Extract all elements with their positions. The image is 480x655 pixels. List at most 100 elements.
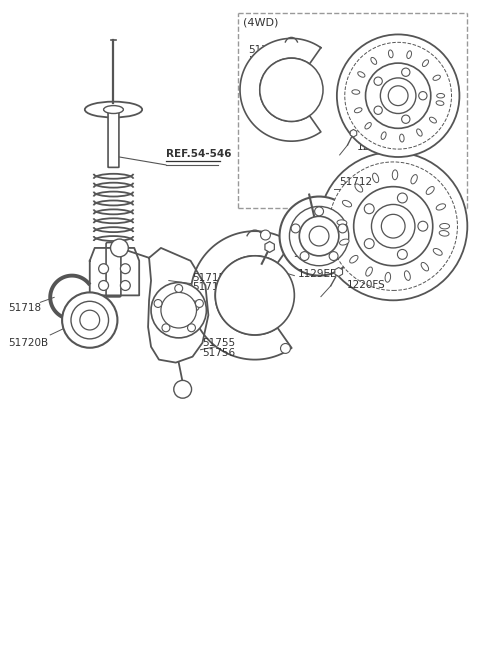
- Ellipse shape: [433, 248, 442, 255]
- Circle shape: [161, 292, 196, 328]
- Circle shape: [279, 196, 359, 276]
- Circle shape: [388, 86, 408, 105]
- Polygon shape: [191, 231, 292, 360]
- Circle shape: [120, 264, 130, 274]
- Text: 1129ED: 1129ED: [297, 269, 338, 278]
- Text: 51756: 51756: [203, 348, 236, 358]
- Ellipse shape: [421, 263, 429, 271]
- Text: 51712: 51712: [339, 177, 372, 187]
- Circle shape: [366, 63, 431, 128]
- Circle shape: [319, 152, 468, 301]
- Ellipse shape: [440, 223, 450, 229]
- Circle shape: [397, 250, 408, 259]
- Ellipse shape: [337, 220, 347, 225]
- Text: 1220FS: 1220FS: [347, 280, 385, 290]
- Ellipse shape: [339, 239, 349, 245]
- Circle shape: [374, 77, 382, 85]
- Circle shape: [338, 224, 347, 233]
- Ellipse shape: [366, 267, 372, 276]
- Ellipse shape: [392, 170, 398, 179]
- Circle shape: [380, 78, 416, 113]
- Polygon shape: [90, 248, 139, 295]
- Circle shape: [329, 162, 457, 290]
- Circle shape: [289, 206, 349, 266]
- Circle shape: [402, 68, 410, 77]
- Circle shape: [216, 256, 294, 335]
- Circle shape: [309, 226, 329, 246]
- Ellipse shape: [433, 75, 440, 81]
- Text: 51752: 51752: [293, 236, 326, 246]
- Circle shape: [99, 264, 108, 274]
- Text: (4WD): (4WD): [243, 18, 278, 28]
- Text: 51750: 51750: [293, 249, 326, 259]
- Ellipse shape: [436, 101, 444, 105]
- Ellipse shape: [85, 102, 142, 117]
- Ellipse shape: [342, 200, 352, 207]
- Circle shape: [154, 299, 162, 307]
- Circle shape: [418, 221, 428, 231]
- Circle shape: [314, 207, 324, 215]
- Ellipse shape: [358, 71, 365, 77]
- Ellipse shape: [439, 231, 449, 236]
- Circle shape: [291, 224, 300, 233]
- Ellipse shape: [426, 187, 434, 195]
- Ellipse shape: [349, 255, 358, 263]
- Circle shape: [110, 239, 128, 257]
- Circle shape: [162, 324, 170, 331]
- FancyBboxPatch shape: [106, 242, 121, 297]
- Circle shape: [174, 381, 192, 398]
- Ellipse shape: [365, 122, 372, 129]
- Circle shape: [364, 238, 374, 248]
- Circle shape: [260, 58, 323, 121]
- Ellipse shape: [436, 204, 445, 210]
- Ellipse shape: [400, 134, 404, 142]
- Text: 51755: 51755: [248, 45, 281, 55]
- Circle shape: [381, 214, 405, 238]
- Circle shape: [62, 292, 118, 348]
- Circle shape: [71, 301, 108, 339]
- Ellipse shape: [422, 60, 429, 67]
- Circle shape: [80, 310, 100, 330]
- Ellipse shape: [355, 184, 363, 192]
- Text: REF.54-546: REF.54-546: [166, 149, 231, 159]
- Ellipse shape: [407, 51, 411, 58]
- Circle shape: [188, 324, 195, 331]
- Circle shape: [300, 216, 339, 256]
- Circle shape: [372, 204, 415, 248]
- Circle shape: [374, 106, 382, 115]
- Circle shape: [419, 92, 427, 100]
- Circle shape: [151, 282, 206, 338]
- Ellipse shape: [417, 129, 422, 136]
- Ellipse shape: [405, 271, 410, 280]
- Circle shape: [397, 193, 408, 203]
- Circle shape: [195, 299, 204, 307]
- Circle shape: [354, 187, 433, 266]
- Circle shape: [345, 43, 452, 149]
- Circle shape: [300, 252, 309, 261]
- Circle shape: [364, 204, 374, 214]
- Ellipse shape: [372, 173, 379, 183]
- Circle shape: [402, 115, 410, 123]
- Circle shape: [280, 343, 290, 354]
- FancyBboxPatch shape: [108, 112, 119, 168]
- Text: 51718: 51718: [8, 303, 41, 313]
- Ellipse shape: [371, 58, 377, 64]
- Text: 51756: 51756: [248, 56, 281, 66]
- Ellipse shape: [411, 175, 417, 184]
- Circle shape: [337, 35, 459, 157]
- Circle shape: [99, 280, 108, 290]
- Text: 51720B: 51720B: [8, 338, 48, 348]
- Polygon shape: [148, 248, 208, 363]
- Text: 51712: 51712: [357, 113, 390, 122]
- Text: 51715: 51715: [192, 272, 226, 282]
- Circle shape: [261, 230, 270, 240]
- Circle shape: [120, 280, 130, 290]
- Circle shape: [190, 301, 199, 311]
- Ellipse shape: [381, 132, 386, 140]
- Text: 51716: 51716: [192, 282, 226, 293]
- Text: 51755: 51755: [203, 338, 236, 348]
- Ellipse shape: [104, 105, 123, 113]
- Text: 1220FS: 1220FS: [357, 142, 396, 152]
- Ellipse shape: [385, 272, 391, 282]
- Ellipse shape: [354, 108, 362, 113]
